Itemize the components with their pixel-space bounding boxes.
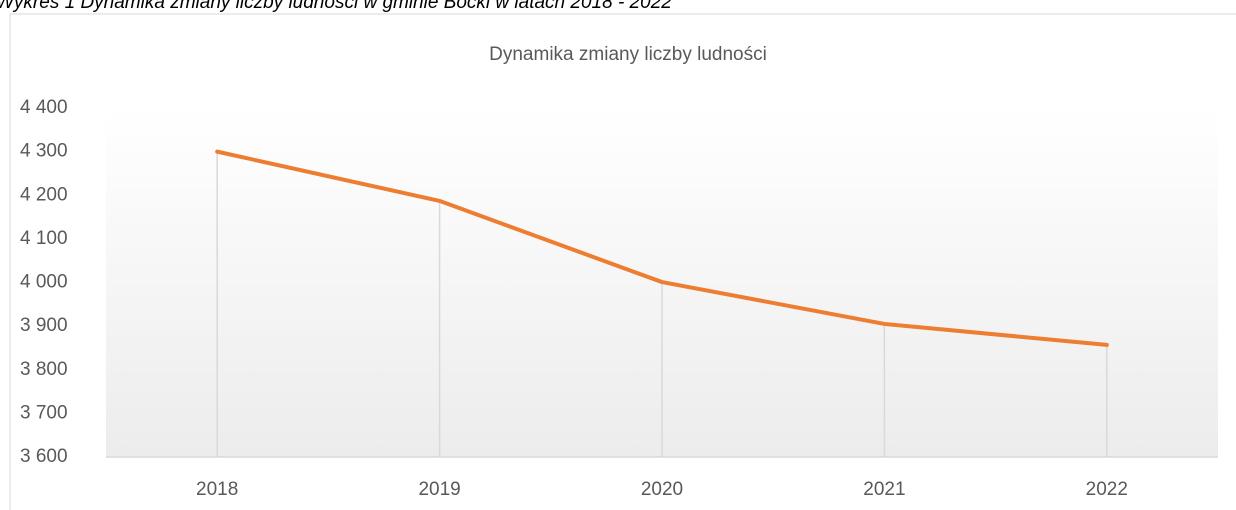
series-line (215, 149, 1109, 347)
y-tick-label: 4 000 (20, 272, 68, 293)
chart-title: Dynamika zmiany liczby ludności (489, 44, 767, 65)
x-tick-label: 2021 (863, 479, 905, 500)
y-tick-label: 3 600 (20, 446, 68, 467)
y-tick-label: 4 400 (20, 97, 68, 118)
x-tick-label: 2018 (196, 479, 238, 500)
y-tick-label: 4 100 (20, 228, 68, 249)
y-tick-label: 4 200 (20, 184, 68, 205)
y-tick-label: 3 900 (20, 315, 68, 336)
y-tick-label: 4 300 (20, 141, 68, 162)
caption: Wykres 1 Dynamika zmiany liczby ludności… (0, 0, 672, 13)
x-tick-label: 2022 (1086, 479, 1128, 500)
y-tick-label: 3 700 (20, 402, 68, 423)
y-tick-label: 3 800 (20, 359, 68, 380)
x-tick-label: 2020 (641, 479, 683, 500)
x-tick-label: 2019 (418, 479, 460, 500)
